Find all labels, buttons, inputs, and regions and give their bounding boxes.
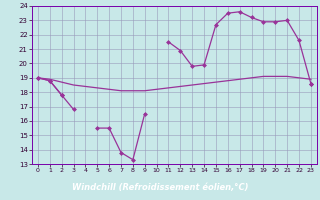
Text: Windchill (Refroidissement éolien,°C): Windchill (Refroidissement éolien,°C) xyxy=(72,183,248,192)
